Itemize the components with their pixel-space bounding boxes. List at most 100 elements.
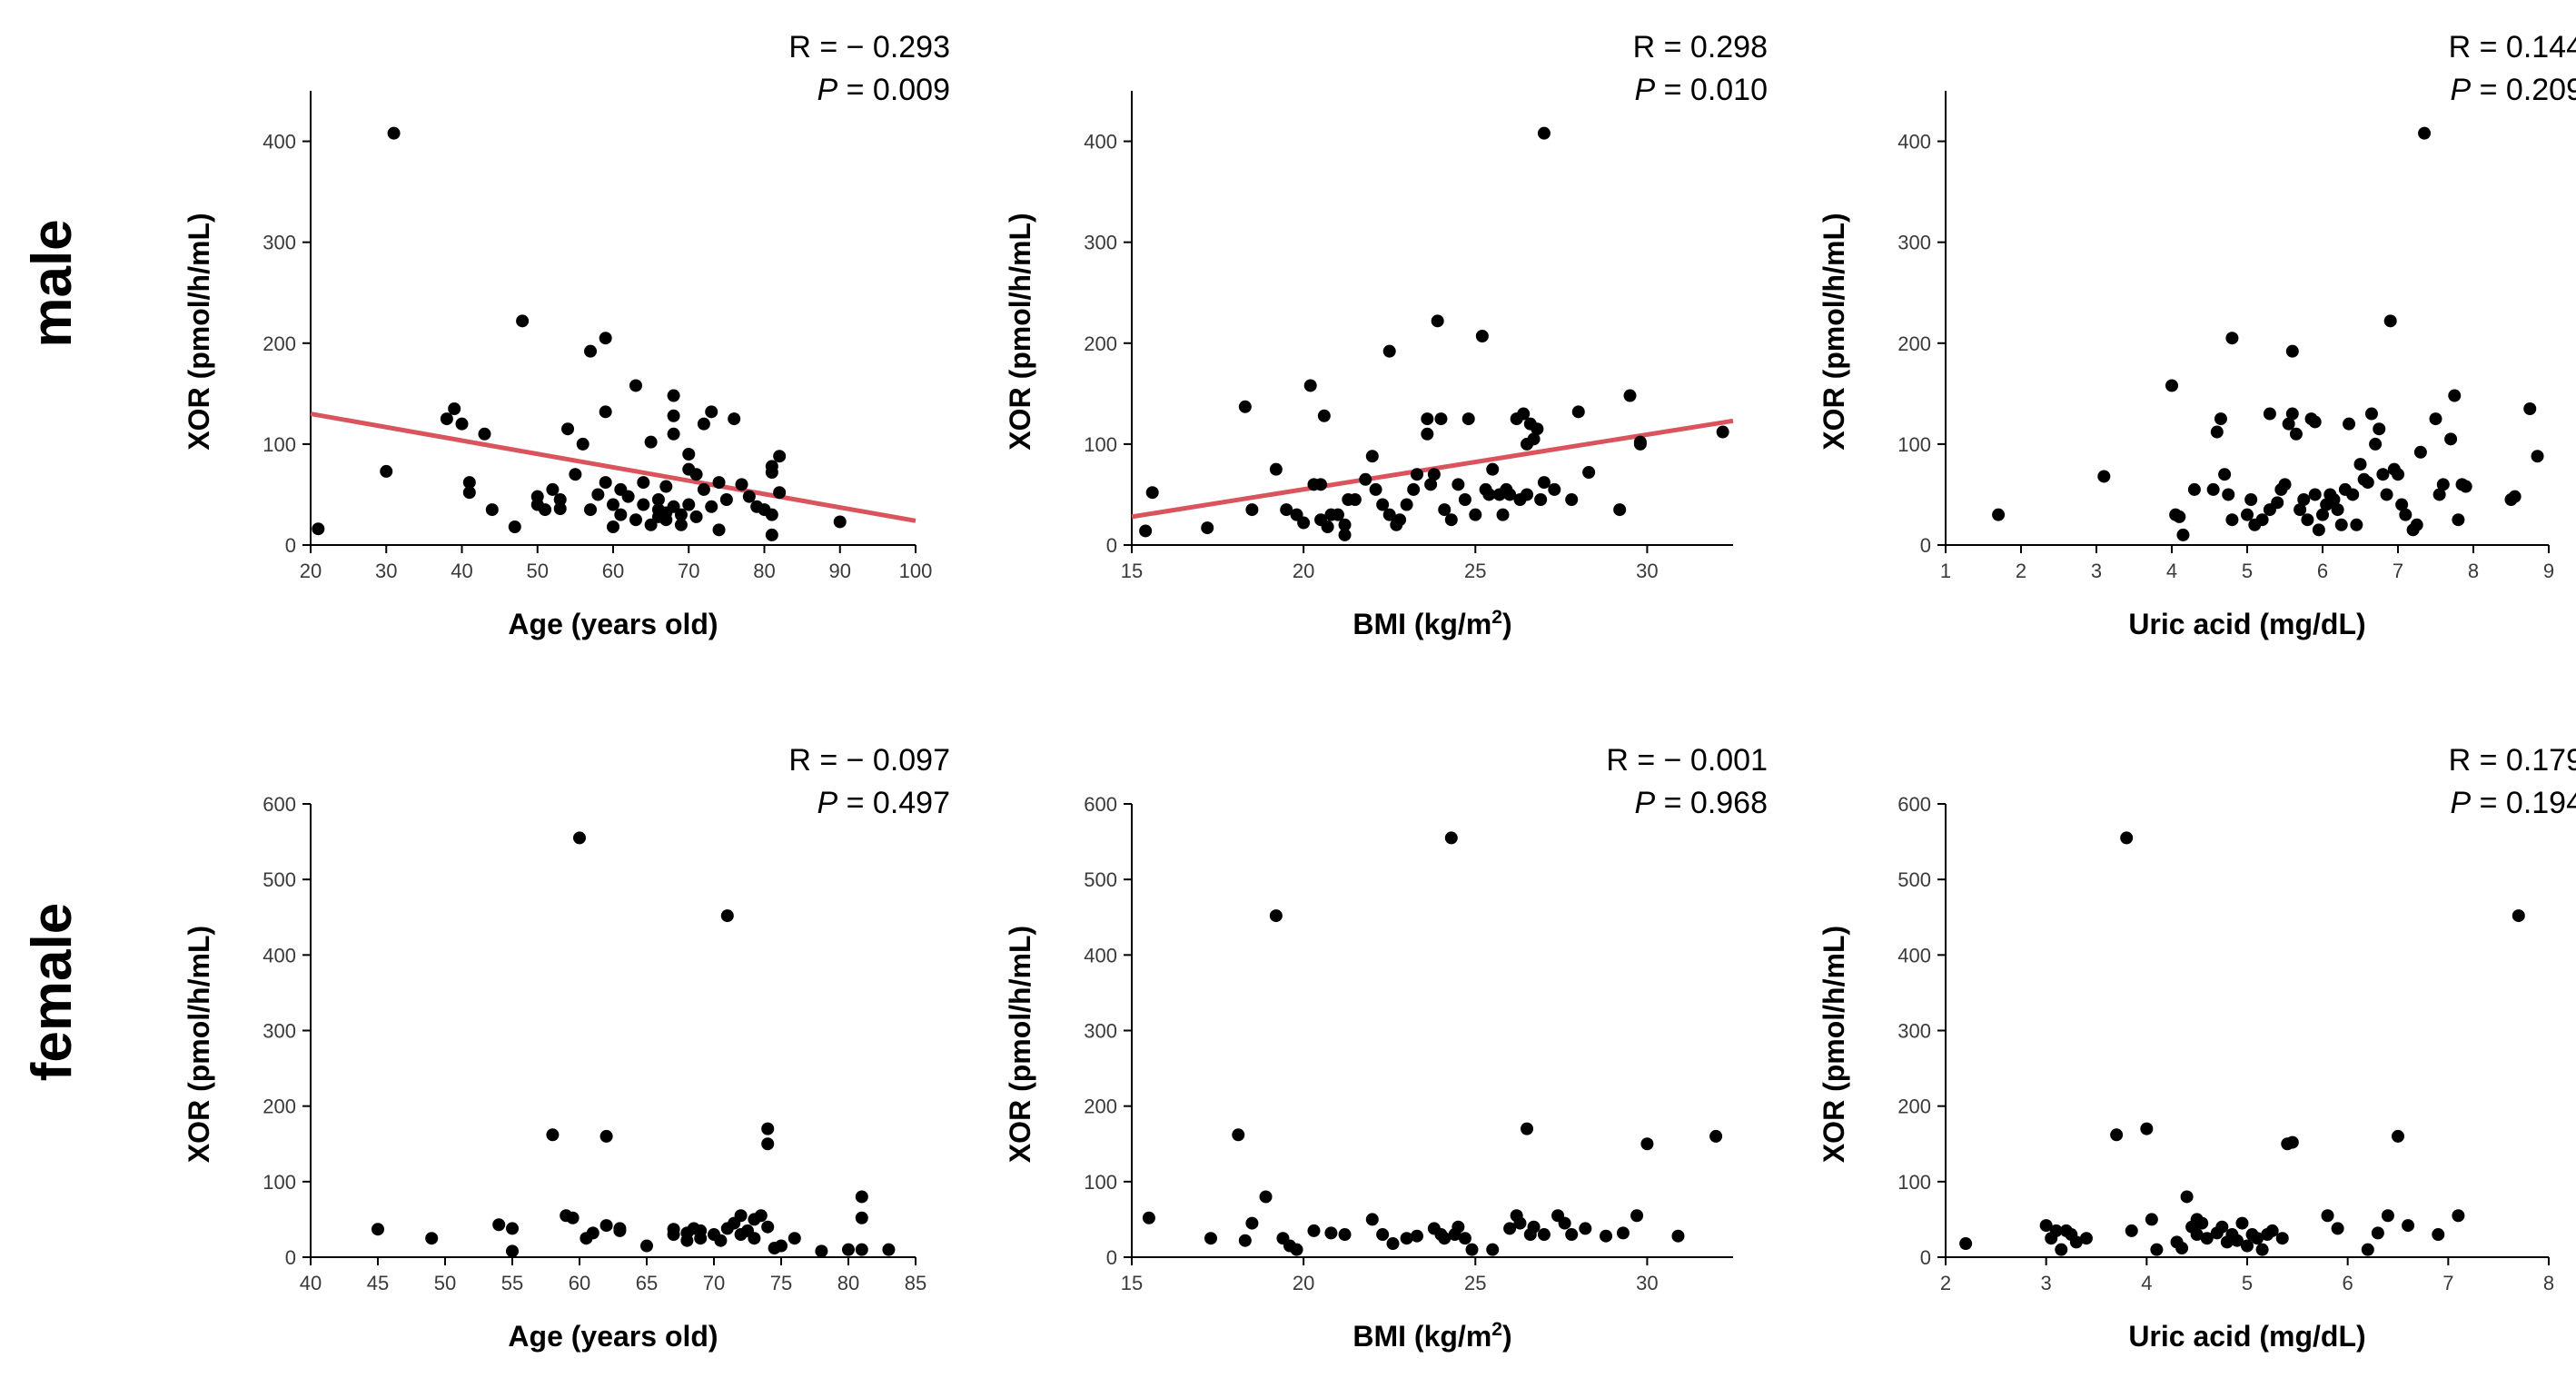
data-point	[1245, 503, 1259, 517]
y-tick-label: 0	[285, 534, 296, 557]
data-point	[576, 437, 590, 451]
x-tick-label: 20	[300, 560, 322, 582]
data-point	[775, 1239, 788, 1253]
x-tick-label: 30	[1636, 560, 1658, 582]
data-point	[1469, 508, 1482, 521]
data-point	[2364, 407, 2378, 421]
data-point	[2413, 445, 2427, 459]
data-point	[2410, 518, 2423, 531]
y-axis-label: XOR (pmol/h/mL)	[1818, 926, 1850, 1163]
data-point	[1558, 1216, 1571, 1230]
data-point	[1527, 1220, 1541, 1234]
x-tick-label: 90	[829, 560, 851, 582]
x-tick-label: 65	[636, 1272, 658, 1294]
data-point	[855, 1211, 868, 1224]
data-point	[2145, 1213, 2158, 1226]
data-point	[1548, 482, 1561, 496]
x-tick-label: 60	[602, 560, 624, 582]
y-tick-label: 400	[263, 944, 296, 967]
y-tick-label: 0	[1106, 1246, 1117, 1269]
data-point	[1438, 1232, 1451, 1245]
data-point	[1338, 1228, 1352, 1242]
data-point	[2244, 493, 2258, 506]
p-value-label: P = 0.194	[2450, 786, 2576, 820]
p-value-label: P = 0.497	[817, 786, 950, 820]
data-point	[1280, 503, 1293, 517]
data-point	[644, 435, 658, 449]
data-point	[1238, 1234, 1252, 1247]
y-axis-label: XOR (pmol/h/mL)	[1004, 926, 1036, 1163]
x-tick-label: 60	[569, 1272, 590, 1294]
data-point	[694, 1232, 708, 1245]
data-point	[1451, 1220, 1465, 1234]
data-point	[1531, 422, 1544, 436]
data-point	[2200, 1232, 2214, 1245]
data-point	[773, 486, 787, 500]
data-point	[1317, 409, 1331, 422]
data-point	[1307, 1224, 1321, 1237]
data-point	[2176, 528, 2190, 541]
data-point	[1303, 379, 1317, 392]
data-point	[1269, 462, 1283, 476]
data-point	[1324, 1226, 1338, 1240]
data-point	[1201, 521, 1214, 535]
data-point	[614, 508, 628, 521]
y-tick-label: 200	[263, 332, 296, 355]
data-point	[2069, 1235, 2083, 1249]
data-point	[2275, 1232, 2289, 1245]
data-point	[2140, 1122, 2154, 1135]
data-point	[1421, 427, 1434, 441]
data-point	[2508, 490, 2522, 503]
data-point	[372, 1223, 384, 1236]
data-point	[720, 909, 734, 923]
data-point	[1616, 1226, 1630, 1240]
x-tick-label: 3	[2091, 560, 2102, 582]
data-point	[2334, 518, 2348, 531]
x-tick-label: 80	[837, 1272, 859, 1294]
data-point	[2039, 1219, 2053, 1233]
y-axis-label: XOR (pmol/h/mL)	[183, 213, 215, 450]
data-point	[682, 498, 696, 511]
x-tick-label: 30	[1636, 1272, 1658, 1294]
data-point	[599, 405, 612, 419]
data-point	[1431, 314, 1444, 328]
p-value-label: P = 0.010	[1634, 73, 1768, 107]
data-point	[2235, 1216, 2249, 1230]
data-point	[2327, 493, 2341, 506]
x-tick-label: 50	[527, 560, 549, 582]
data-point	[2392, 468, 2404, 481]
data-point	[485, 503, 499, 517]
data-point	[855, 1243, 868, 1256]
data-point	[680, 1234, 694, 1247]
data-point	[1513, 1216, 1527, 1230]
r-value-label: R = − 0.001	[1606, 743, 1768, 778]
data-point	[1400, 1232, 1413, 1245]
data-point	[2190, 1228, 2204, 1242]
data-point	[2285, 407, 2299, 421]
data-point	[2381, 1209, 2394, 1223]
data-point	[2512, 909, 2525, 923]
y-tick-label: 400	[263, 131, 296, 154]
data-point	[1321, 520, 1334, 533]
y-axis-label: XOR (pmol/h/mL)	[183, 926, 215, 1163]
data-point	[2165, 379, 2178, 392]
data-point	[748, 1232, 761, 1245]
data-point	[705, 500, 718, 513]
row-label-male: male	[21, 219, 84, 347]
data-point	[705, 405, 718, 419]
data-point	[1517, 407, 1531, 421]
p-value-label: P = 0.009	[817, 73, 950, 107]
data-point	[2294, 503, 2307, 517]
r-value-label: R = − 0.293	[788, 30, 950, 64]
data-point	[2531, 450, 2544, 463]
data-point	[2444, 432, 2458, 446]
data-point	[761, 1122, 775, 1135]
data-point	[1438, 503, 1451, 517]
data-point	[2218, 468, 2232, 481]
x-tick-label: 15	[1121, 1272, 1143, 1294]
data-point	[765, 528, 778, 541]
p-symbol: P	[2450, 73, 2471, 107]
data-point	[1496, 508, 1510, 521]
data-point	[728, 412, 741, 426]
